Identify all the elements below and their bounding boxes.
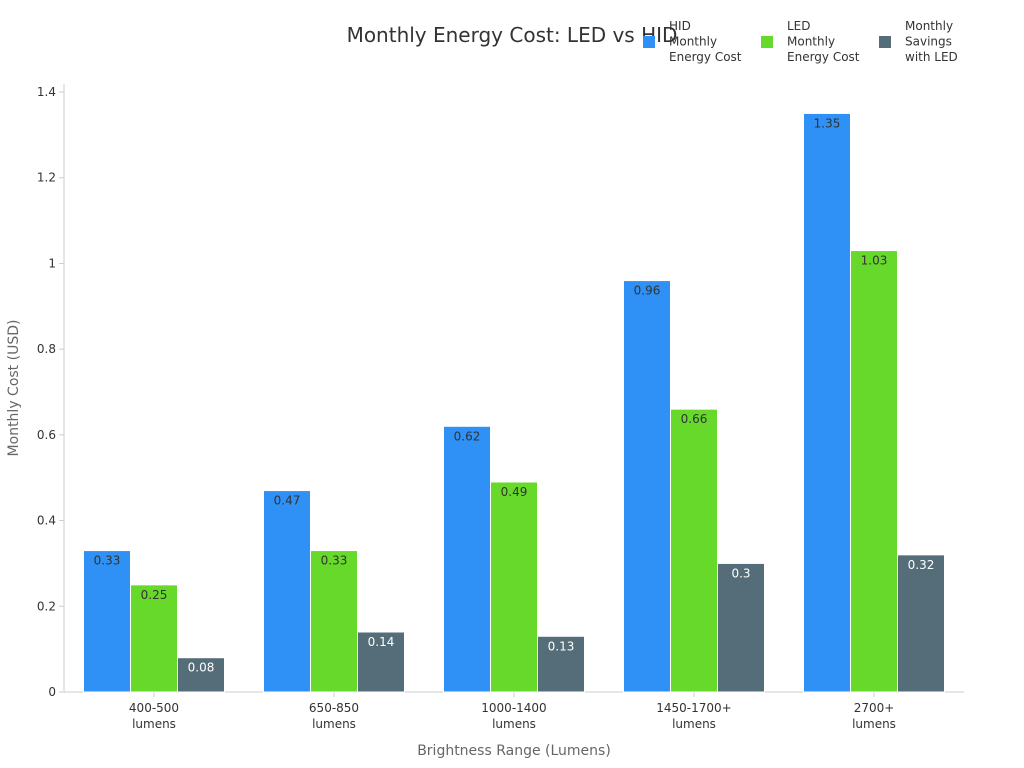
x-tick-label-line: 2700+: [854, 701, 895, 715]
x-tick-label: 400-500 lumens: [129, 701, 179, 731]
legend-label: HID Monthly Energy Cost: [669, 19, 742, 64]
data-label: 0.47: [274, 494, 301, 508]
bar-hid-monthly-energy-cost-0: [83, 550, 131, 693]
x-tick-label: 2700+ lumens: [852, 701, 896, 731]
bar-led-monthly-energy-cost-3: [670, 408, 718, 693]
x-tick-label-line: lumens: [492, 717, 536, 731]
x-tick-label-line: lumens: [672, 717, 716, 731]
legend-label: Monthly Savings with LED: [905, 19, 958, 64]
data-label: 0.25: [141, 588, 168, 602]
legend-label-line: Energy Cost: [787, 50, 860, 64]
data-label: 0.62: [454, 429, 481, 443]
legend-label: LED Monthly Energy Cost: [787, 19, 860, 64]
legend-swatch: [879, 36, 891, 48]
legend-label-line: LED: [787, 19, 811, 33]
data-label: 0.33: [94, 554, 121, 568]
x-tick-label: 1450-1700+ lumens: [656, 701, 731, 731]
bar-monthly-savings-with-led-1: [357, 631, 405, 693]
legend-item: Monthly Savings with LED: [879, 19, 958, 64]
legend-label-line: Savings: [905, 35, 952, 49]
bar-monthly-savings-with-led-0: [177, 657, 225, 693]
chart-title: Monthly Energy Cost: LED vs HID: [347, 23, 678, 47]
bars: [83, 112, 945, 693]
data-label: 0.13: [548, 639, 575, 653]
legend-label-line: Energy Cost: [669, 50, 742, 64]
x-tick-label: 1000-1400 lumens: [481, 701, 546, 731]
x-tick-label-line: lumens: [852, 717, 896, 731]
data-label: 0.66: [681, 412, 708, 426]
legend-label-line: Monthly: [905, 19, 953, 33]
bar-monthly-savings-with-led-3: [717, 562, 765, 693]
legend-swatch: [761, 36, 773, 48]
legend-item: LED Monthly Energy Cost: [761, 19, 860, 64]
y-tick-label: 0.6: [37, 428, 56, 442]
bar-led-monthly-energy-cost-0: [130, 584, 178, 693]
x-tick-label-line: 650-850: [309, 701, 359, 715]
bar-led-monthly-energy-cost-2: [490, 481, 538, 693]
data-label: 0.08: [188, 661, 215, 675]
bar-monthly-savings-with-led-2: [537, 635, 585, 693]
legend-label-line: HID: [669, 19, 691, 33]
y-tick-label: 0.8: [37, 342, 56, 356]
data-labels: 0.33 0.47 0.62 0.96 1.35 0.25 0.33 0.49 0.66 1.03…: [94, 116, 935, 674]
data-label: 0.3: [731, 566, 750, 580]
y-tick-label: 0.2: [37, 599, 56, 613]
x-axis-title: Brightness Range (Lumens): [417, 743, 611, 759]
y-axis-title: Monthly Cost (USD): [6, 320, 22, 457]
x-tick-label-line: lumens: [312, 717, 356, 731]
data-label: 0.96: [634, 284, 661, 298]
bar-hid-monthly-energy-cost-4: [803, 112, 851, 693]
legend-label-line: with LED: [905, 50, 958, 64]
y-ticks: 0 0.2 0.4 0.6 0.8 1 1.2 1.4: [37, 85, 64, 699]
y-tick-label: 1: [48, 256, 56, 270]
x-tick-label-line: 1000-1400: [481, 701, 546, 715]
x-tick-label-line: lumens: [132, 717, 176, 731]
bar-led-monthly-energy-cost-4: [850, 250, 898, 693]
bar-hid-monthly-energy-cost-1: [263, 490, 311, 693]
data-label: 0.14: [368, 635, 395, 649]
legend-label-line: Monthly: [787, 35, 835, 49]
x-tick-label-line: 400-500: [129, 701, 179, 715]
y-tick-label: 0.4: [37, 514, 56, 528]
y-tick-label: 0: [48, 685, 56, 699]
y-tick-label: 1.4: [37, 85, 56, 99]
data-label: 0.49: [501, 485, 528, 499]
bar-hid-monthly-energy-cost-3: [623, 280, 671, 693]
x-ticks: 400-500 lumens 650-850 lumens 1000-1400 lumen…: [129, 692, 896, 731]
x-tick-label-line: 1450-1700+: [656, 701, 731, 715]
data-label: 0.32: [908, 558, 935, 572]
data-label: 0.33: [321, 554, 348, 568]
bar-monthly-savings-with-led-4: [897, 554, 945, 693]
y-tick-label: 1.2: [37, 171, 56, 185]
bar-hid-monthly-energy-cost-2: [443, 425, 491, 693]
x-tick-label: 650-850 lumens: [309, 701, 359, 731]
legend-item: HID Monthly Energy Cost: [643, 19, 742, 64]
data-label: 1.35: [814, 116, 841, 130]
bar-led-monthly-energy-cost-1: [310, 550, 358, 693]
data-label: 1.03: [861, 254, 888, 268]
legend-label-line: Monthly: [669, 35, 717, 49]
legend-swatch: [643, 36, 655, 48]
